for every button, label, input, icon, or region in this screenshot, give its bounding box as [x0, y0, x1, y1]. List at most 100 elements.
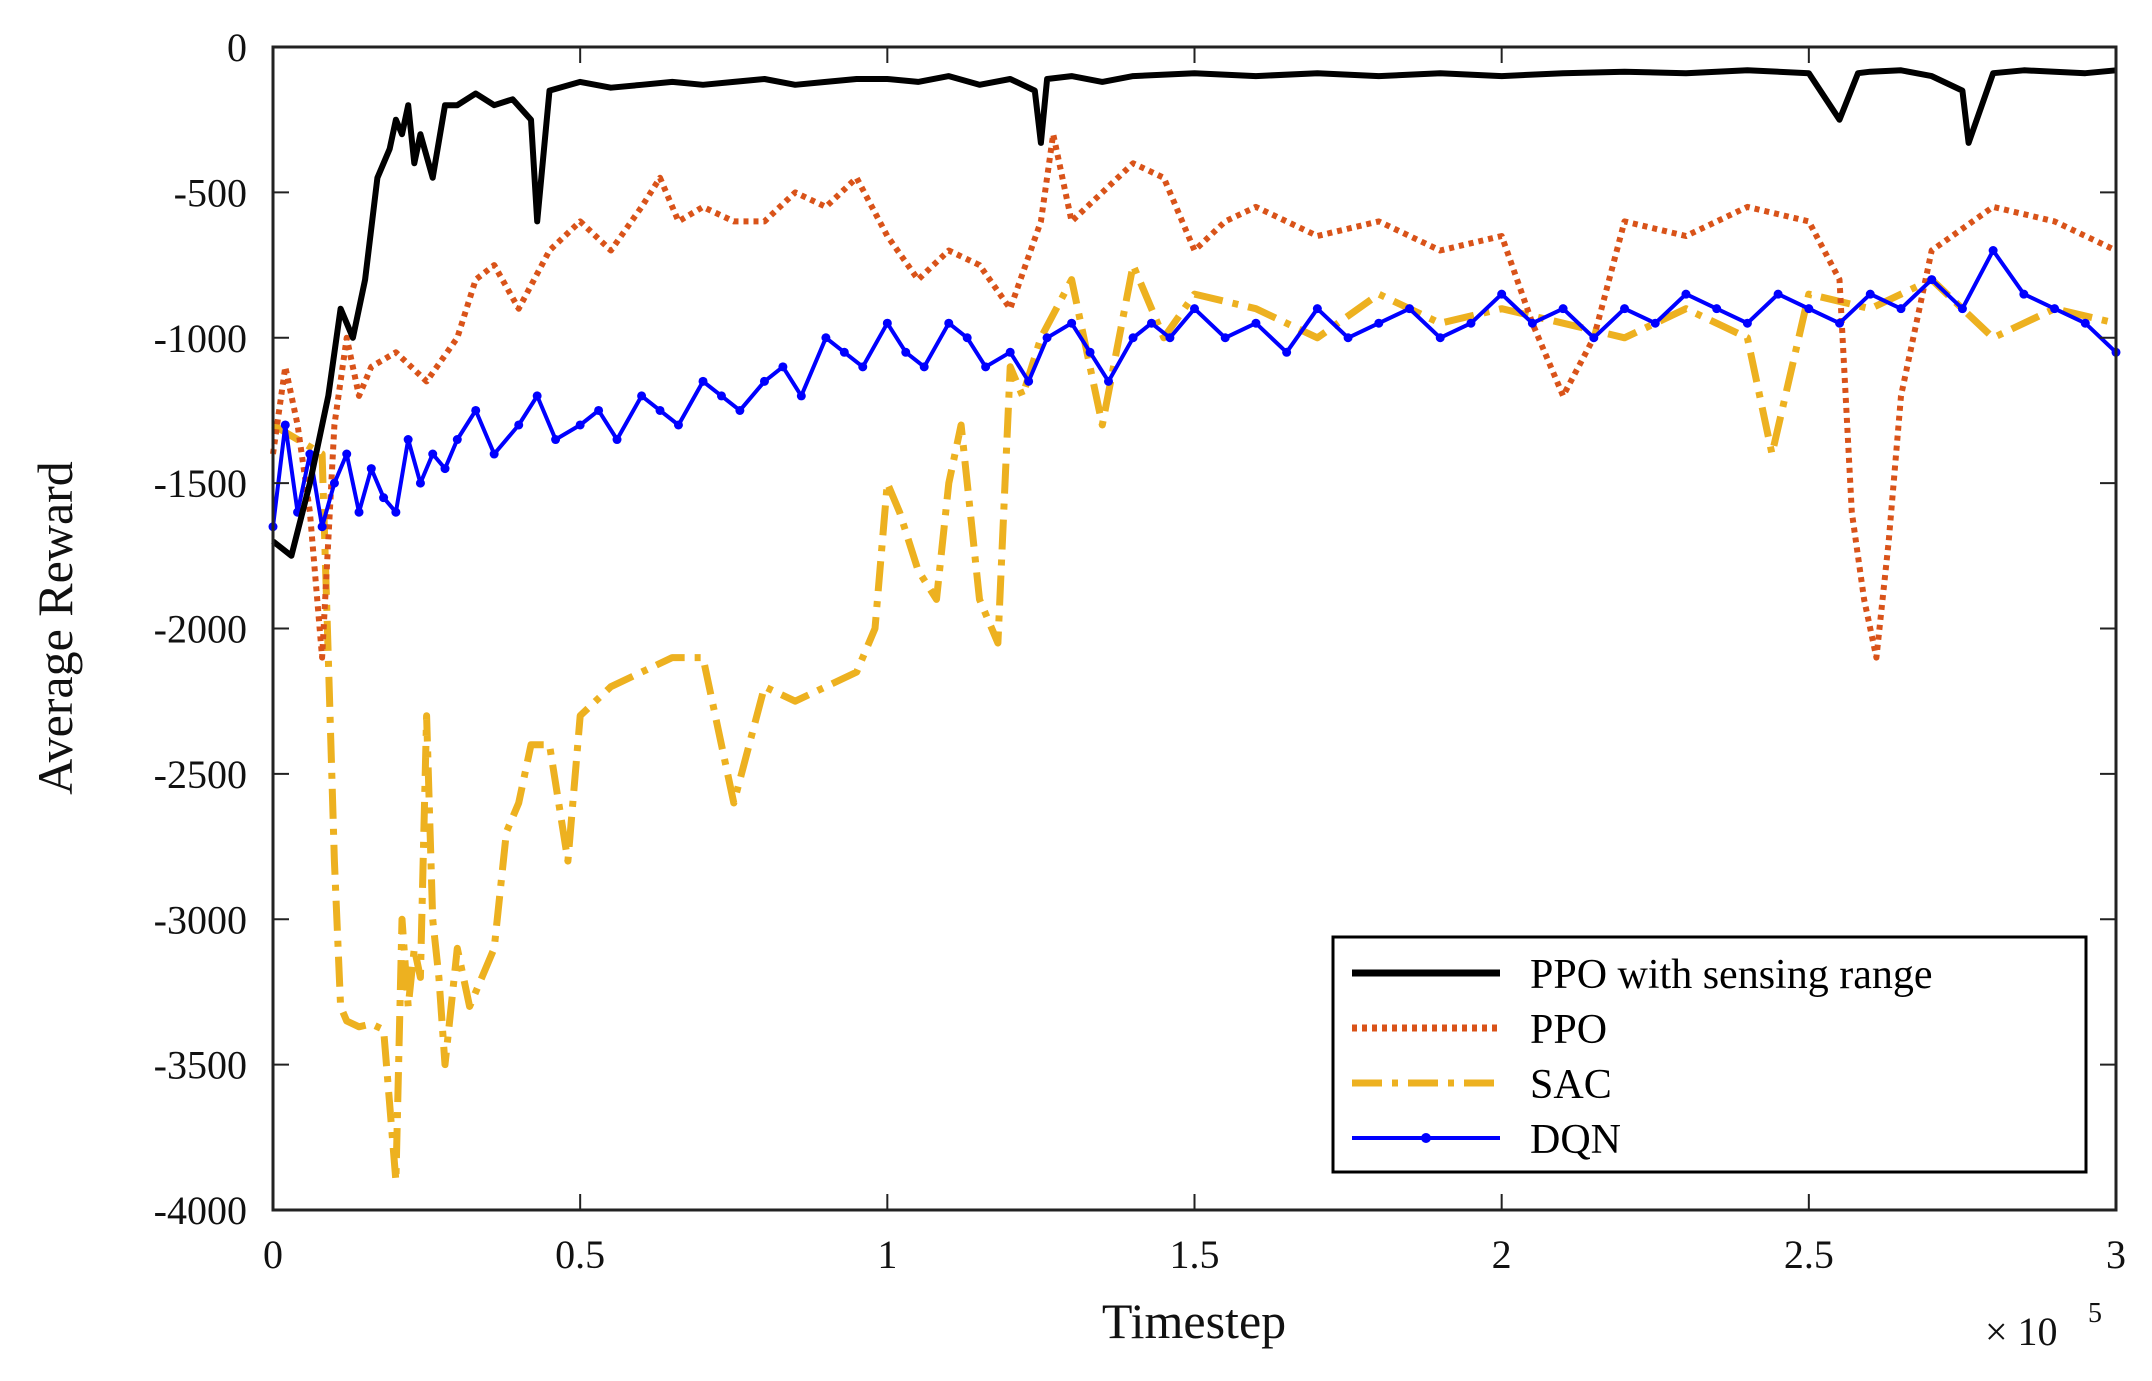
dqn-point: [637, 391, 647, 401]
ticks-layer: 0 0.5 1 1.5 2 2.5 3 0 -500 -1000 -1500 -2000 -2500 -3…: [154, 25, 2126, 1277]
dqn-point: [1712, 304, 1722, 314]
dqn-point: [1374, 318, 1384, 328]
dqn-point: [1466, 318, 1476, 328]
dqn-point: [1251, 318, 1261, 328]
legend-marker-dqn: [1421, 1133, 1431, 1143]
dqn-point: [1681, 289, 1691, 299]
dqn-point: [354, 507, 364, 517]
dqn-point: [1650, 318, 1660, 328]
dqn-point: [759, 376, 769, 386]
dqn-point: [1865, 289, 1875, 299]
dqn-point: [821, 333, 831, 343]
dqn-point: [612, 435, 622, 445]
dqn-point: [1220, 333, 1230, 343]
dqn-point: [514, 420, 524, 430]
series-line-ppo-with-sensing-range: [271, 67, 2117, 559]
dqn-point: [962, 333, 972, 343]
dqn-point: [1103, 376, 1113, 386]
legend: PPO with sensing range PPO SAC DQN: [1331, 935, 2088, 1174]
x-multiplier-exponent: 5: [2088, 1298, 2102, 1329]
dqn-point: [1146, 318, 1156, 328]
y-axis-title: Average Reward: [27, 461, 83, 795]
x-tick-label: 2.5: [1784, 1232, 1834, 1277]
dqn-point: [655, 405, 665, 415]
series-line-sac: [271, 261, 2117, 1185]
y-tick-label: -4000: [154, 1188, 247, 1233]
dqn-point: [944, 318, 954, 328]
dqn-point: [698, 376, 708, 386]
dqn-point: [778, 362, 788, 372]
dqn-point: [1343, 333, 1353, 343]
x-tick-label: 0.5: [555, 1232, 605, 1277]
y-tick-label: -3000: [154, 897, 247, 942]
dqn-point: [735, 405, 745, 415]
dqn-point: [1085, 347, 1095, 357]
dqn-point: [532, 391, 542, 401]
dqn-point: [673, 420, 683, 430]
x-axis-title: Timestep: [1102, 1293, 1286, 1349]
dqn-point: [2080, 318, 2090, 328]
dqn-point: [551, 435, 561, 445]
dqn-point: [452, 435, 462, 445]
dqn-point: [1165, 333, 1175, 343]
legend-label-ppo: PPO: [1530, 1007, 1607, 1053]
legend-label-dqn: DQN: [1530, 1117, 1621, 1163]
y-tick-label: -2500: [154, 752, 247, 797]
dqn-point: [342, 449, 352, 459]
dqn-point: [1497, 289, 1507, 299]
dqn-point: [428, 449, 438, 459]
series-line-dqn: [271, 248, 2118, 529]
dqn-point: [839, 347, 849, 357]
dqn-point: [1024, 376, 1034, 386]
dqn-point: [1896, 304, 1906, 314]
dqn-point: [471, 405, 481, 415]
x-tick-label: 2: [1492, 1232, 1512, 1277]
dqn-point: [1773, 289, 1783, 299]
dqn-point: [796, 391, 806, 401]
y-tick-label: 0: [227, 25, 247, 70]
dqn-point: [1988, 246, 1998, 256]
dqn-point: [280, 420, 290, 430]
dqn-point: [716, 391, 726, 401]
series-line-ppo: [270, 131, 2118, 661]
x-tick-label: 3: [2106, 1232, 2126, 1277]
dqn-point: [440, 464, 450, 474]
dqn-point: [2019, 289, 2029, 299]
dqn-point: [1589, 333, 1599, 343]
y-tick-label: -1500: [154, 461, 247, 506]
x-multiplier-base: × 10: [1985, 1309, 2058, 1354]
dqn-point: [858, 362, 868, 372]
dqn-point: [901, 347, 911, 357]
dqn-point: [305, 449, 315, 459]
dqn-point: [1067, 318, 1077, 328]
dqn-point: [1282, 347, 1292, 357]
dqn-point: [1835, 318, 1845, 328]
dqn-point: [1190, 304, 1199, 314]
y-tick-label: -2000: [154, 607, 247, 652]
dqn-point: [1558, 304, 1568, 314]
dqn-point: [882, 318, 892, 328]
dqn-point: [403, 435, 413, 445]
dqn-point: [1128, 333, 1138, 343]
dqn-point: [415, 478, 425, 488]
dqn-point: [1527, 318, 1537, 328]
dqn-point: [2050, 304, 2060, 314]
dqn-point: [1620, 304, 1630, 314]
dqn-point: [1742, 318, 1752, 328]
dqn-point: [379, 493, 389, 503]
x-tick-label: 1: [877, 1232, 897, 1277]
dqn-point: [1042, 333, 1052, 343]
legend-label-sac: SAC: [1530, 1062, 1612, 1108]
dqn-point: [1804, 304, 1814, 314]
dqn-point: [1927, 275, 1937, 285]
dqn-point: [1435, 333, 1445, 343]
dqn-point: [317, 522, 327, 532]
dqn-point: [1405, 304, 1415, 314]
legend-label-ppo-sensing: PPO with sensing range: [1530, 952, 1933, 998]
dqn-point: [919, 362, 929, 372]
dqn-point: [981, 362, 991, 372]
dqn-point: [1312, 304, 1322, 314]
y-tick-label: -500: [174, 170, 247, 215]
x-tick-label: 1.5: [1170, 1232, 1220, 1277]
dqn-point: [366, 464, 376, 474]
